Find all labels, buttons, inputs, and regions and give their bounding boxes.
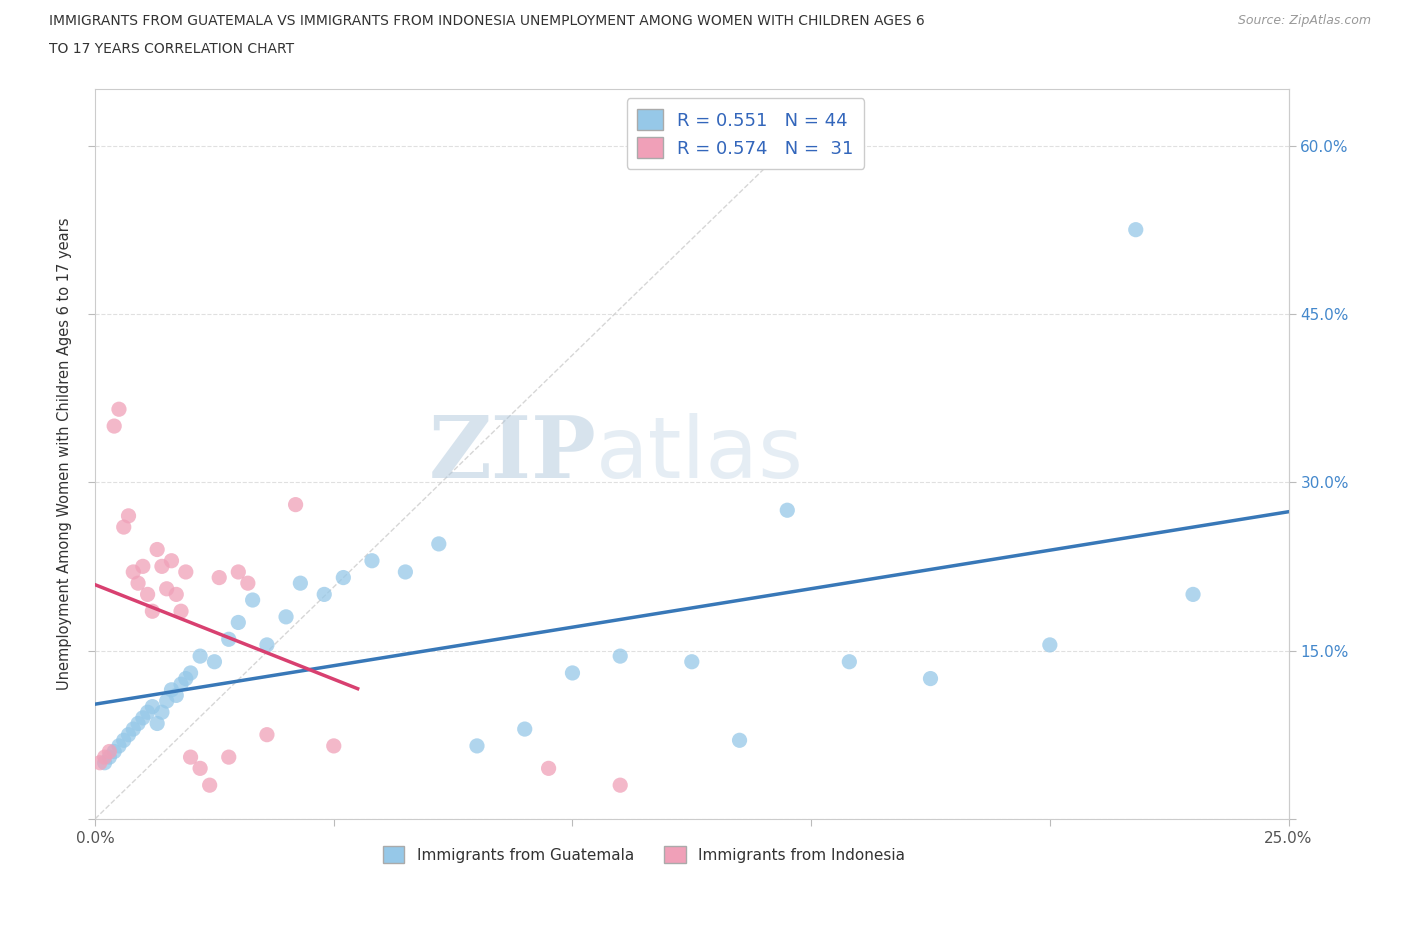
Point — [609, 649, 631, 664]
Point — [150, 705, 173, 720]
Point — [170, 604, 193, 618]
Point — [218, 631, 240, 646]
Point — [174, 565, 197, 579]
Point — [160, 683, 183, 698]
Point — [122, 722, 145, 737]
Point — [117, 509, 139, 524]
Point — [204, 655, 226, 670]
Point — [361, 553, 384, 568]
Legend: Immigrants from Guatemala, Immigrants from Indonesia: Immigrants from Guatemala, Immigrants fr… — [377, 840, 911, 870]
Point — [93, 750, 115, 764]
Point — [838, 655, 860, 670]
Point — [728, 733, 751, 748]
Point — [117, 727, 139, 742]
Point — [103, 744, 125, 759]
Point — [561, 666, 583, 681]
Point — [537, 761, 560, 776]
Point — [226, 565, 249, 579]
Point — [165, 587, 187, 602]
Point — [236, 576, 259, 591]
Text: ZIP: ZIP — [429, 412, 596, 496]
Text: IMMIGRANTS FROM GUATEMALA VS IMMIGRANTS FROM INDONESIA UNEMPLOYMENT AMONG WOMEN : IMMIGRANTS FROM GUATEMALA VS IMMIGRANTS … — [49, 14, 925, 28]
Point — [1039, 637, 1062, 652]
Point — [160, 553, 183, 568]
Point — [136, 587, 159, 602]
Point — [146, 542, 169, 557]
Point — [122, 565, 145, 579]
Point — [156, 581, 179, 596]
Point — [256, 727, 278, 742]
Point — [180, 666, 202, 681]
Point — [776, 503, 799, 518]
Text: atlas: atlas — [596, 413, 804, 496]
Point — [322, 738, 344, 753]
Point — [98, 744, 121, 759]
Point — [188, 649, 211, 664]
Point — [136, 705, 159, 720]
Point — [256, 637, 278, 652]
Text: TO 17 YEARS CORRELATION CHART: TO 17 YEARS CORRELATION CHART — [49, 42, 294, 56]
Point — [314, 587, 336, 602]
Point — [208, 570, 231, 585]
Point — [141, 699, 163, 714]
Point — [108, 402, 131, 417]
Point — [681, 655, 703, 670]
Point — [180, 750, 202, 764]
Y-axis label: Unemployment Among Women with Children Ages 6 to 17 years: Unemployment Among Women with Children A… — [58, 218, 72, 690]
Point — [290, 576, 312, 591]
Point — [1125, 222, 1147, 237]
Point — [165, 688, 187, 703]
Point — [103, 418, 125, 433]
Point — [284, 498, 307, 512]
Point — [242, 592, 264, 607]
Point — [108, 738, 131, 753]
Point — [127, 716, 149, 731]
Point — [394, 565, 416, 579]
Point — [198, 777, 221, 792]
Point — [146, 716, 169, 731]
Point — [920, 671, 942, 686]
Point — [93, 755, 115, 770]
Point — [1182, 587, 1205, 602]
Point — [174, 671, 197, 686]
Point — [170, 677, 193, 692]
Point — [609, 777, 631, 792]
Point — [132, 711, 155, 725]
Point — [98, 750, 121, 764]
Point — [112, 520, 135, 535]
Point — [427, 537, 450, 551]
Point — [188, 761, 211, 776]
Point — [141, 604, 163, 618]
Point — [150, 559, 173, 574]
Point — [218, 750, 240, 764]
Point — [274, 609, 297, 624]
Point — [112, 733, 135, 748]
Point — [465, 738, 488, 753]
Point — [513, 722, 536, 737]
Point — [132, 559, 155, 574]
Point — [332, 570, 354, 585]
Text: Source: ZipAtlas.com: Source: ZipAtlas.com — [1237, 14, 1371, 27]
Point — [226, 615, 249, 630]
Point — [89, 755, 111, 770]
Point — [127, 576, 149, 591]
Point — [156, 694, 179, 709]
